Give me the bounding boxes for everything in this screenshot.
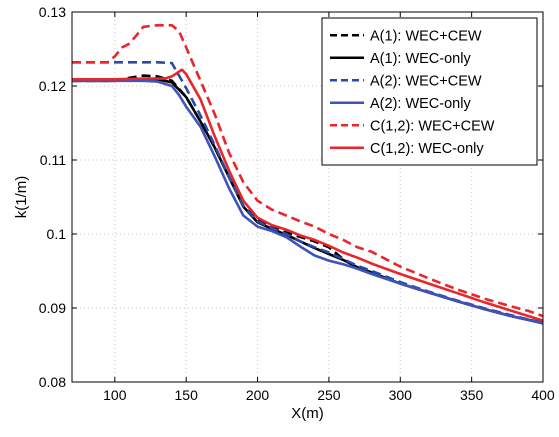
x-tick-label: 250 [317, 387, 341, 403]
x-axis-label: X(m) [291, 405, 324, 422]
legend-label: A(2): WEC-only [370, 96, 471, 112]
y-tick-label: 0.11 [40, 152, 66, 168]
legend: A(1): WEC+CEW A(1): WEC-only A(2): WEC+CEW… [321, 17, 538, 166]
series-layer [72, 23, 543, 325]
legend-label: A(1): WEC+CEW [370, 28, 482, 44]
y-tick-label: 0.1 [47, 226, 67, 242]
legend-box [321, 17, 538, 166]
legend-label: C(1,2): WEC+CEW [370, 118, 495, 134]
legend-label: A(1): WEC-only [370, 51, 471, 67]
y-tick-label: 0.08 [39, 374, 66, 390]
x-tick-label: 200 [246, 387, 270, 403]
x-tick-label: 150 [175, 387, 199, 403]
series-line-4 [72, 79, 543, 325]
series-line-1 [72, 74, 543, 325]
y-axis-label: k(1/m) [13, 176, 30, 219]
x-tick-label: 350 [460, 387, 484, 403]
ticks: 100 150 200 250 300 350 400 0.08 0.09 0.1 0.11 0.12… [39, 4, 555, 403]
y-tick-label: 0.12 [39, 78, 66, 94]
y-tick-label: 0.13 [39, 4, 66, 20]
x-tick-label: 400 [531, 387, 555, 403]
plot-frame [71, 11, 544, 383]
y-tick-label: 0.09 [39, 300, 66, 316]
series-line-6 [72, 68, 543, 322]
legend-label: C(1,2): WEC-only [370, 141, 484, 157]
legend-label: A(2): WEC+CEW [370, 73, 482, 89]
x-tick-label: 300 [389, 387, 413, 403]
series-line-5 [72, 23, 543, 318]
x-tick-label: 100 [103, 387, 127, 403]
